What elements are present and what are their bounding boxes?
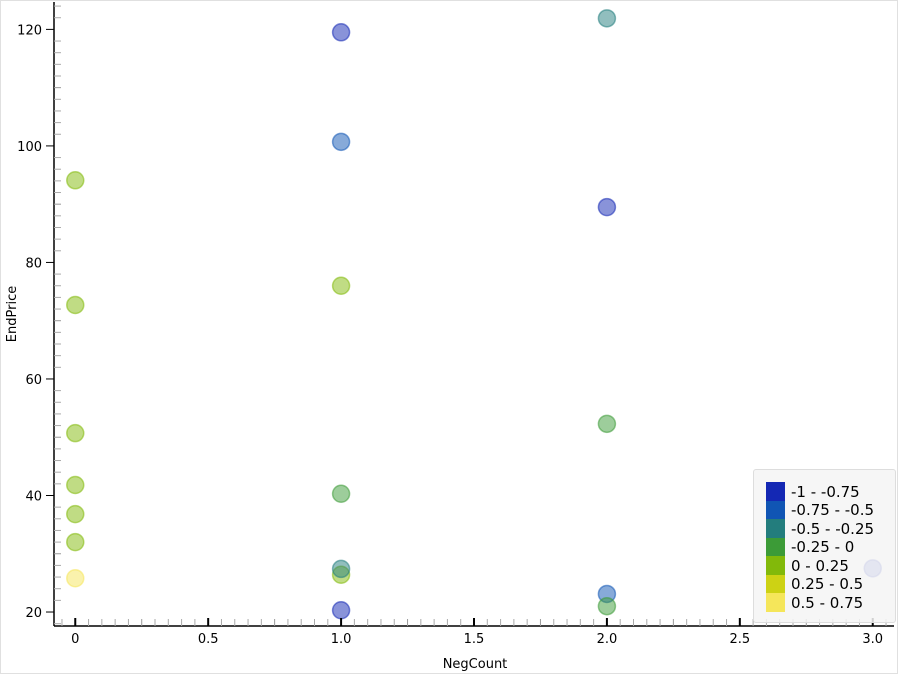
data-point [66, 504, 85, 524]
legend-swatch [766, 574, 785, 594]
legend-swatch [766, 537, 785, 557]
legend-label: 0 - 0.25 [791, 556, 849, 575]
legend-item: -0.75 - -0.5 [766, 500, 875, 520]
x-tick-label: 1.0 [331, 632, 352, 647]
data-point [331, 559, 351, 579]
data-point [597, 9, 617, 28]
y-tick-label: 40 [25, 489, 42, 504]
y-axis-label: EndPrice [5, 286, 20, 342]
legend-swatch [766, 519, 785, 538]
legend-item: -0.25 - 0 [766, 537, 855, 557]
legend-swatch [766, 500, 785, 520]
legend-label: 0.25 - 0.5 [791, 575, 864, 593]
legend-swatch [766, 556, 785, 575]
legend-label: -0.75 - -0.5 [791, 501, 875, 519]
y-tick-label: 120 [17, 23, 42, 38]
y-tick-label: 60 [25, 373, 42, 388]
legend: -1 - -0.75 -0.75 - -0.5 -0.5 - -0.25 -0.25 … [753, 469, 896, 623]
x-tick-label: 2.0 [597, 632, 618, 647]
data-point [331, 601, 351, 620]
x-tick-label: 2.5 [729, 632, 750, 647]
legend-item: 0.25 - 0.5 [766, 574, 864, 594]
legend-label: -1 - -0.75 [791, 482, 860, 501]
data-point [66, 568, 85, 588]
axes: 20 40 60 80 100 120 0 0.5 1.0 1.5 2.0 2.5 3.0 [17, 2, 894, 647]
data-point [66, 532, 85, 552]
legend-item: 0.5 - 0.75 [766, 593, 863, 612]
legend-item: -0.5 - -0.25 [766, 519, 874, 538]
data-point [597, 414, 617, 434]
data-point [66, 423, 85, 443]
data-point [331, 23, 351, 42]
data-point [597, 596, 617, 616]
x-tick-label: 3.0 [862, 632, 883, 647]
y-tick-label: 80 [25, 256, 42, 271]
y-tick-label: 20 [25, 606, 42, 621]
x-tick-label: 0.5 [198, 632, 219, 647]
legend-item: 0 - 0.25 [766, 556, 849, 575]
x-axis-label: NegCount [443, 657, 508, 672]
legend-label: -0.5 - -0.25 [791, 519, 875, 538]
legend-swatch [766, 482, 785, 501]
legend-item: -1 - -0.75 [766, 482, 860, 501]
data-point [331, 276, 351, 295]
x-tick-label: 0 [71, 632, 79, 647]
points-layer [66, 9, 882, 620]
x-tick-label: 1.5 [464, 632, 485, 647]
data-point [66, 295, 85, 315]
data-point [331, 132, 351, 152]
legend-label: 0.5 - 0.75 [791, 593, 864, 612]
legend-label: -0.25 - 0 [791, 538, 855, 556]
y-tick-label: 100 [17, 140, 42, 155]
data-point [597, 197, 617, 217]
legend-swatch [766, 593, 785, 612]
data-point [66, 475, 85, 495]
data-point [331, 484, 351, 503]
data-point [66, 171, 85, 190]
